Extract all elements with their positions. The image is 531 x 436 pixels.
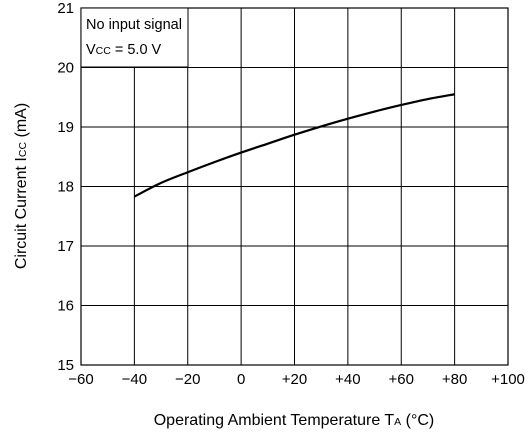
y-tick-label-4: 19 — [57, 119, 74, 136]
x-tick-label-2: −20 — [175, 371, 200, 388]
x-tick-label-7: +80 — [442, 371, 467, 388]
x-axis-label: Operating Ambient Temperature TA (°C) — [154, 412, 435, 429]
condition-annotation: No input signal VCC = 5.0 V — [80, 7, 189, 68]
x-tick-label-6: +60 — [389, 371, 414, 388]
y-tick-label-6: 21 — [57, 0, 74, 17]
y-tick-label-5: 20 — [57, 60, 74, 77]
x-tick-label-1: −40 — [122, 371, 147, 388]
y-tick-labels: 15 16 17 18 19 20 21 — [57, 0, 74, 374]
x-tick-label-3: 0 — [237, 371, 245, 388]
x-tick-label-0: −60 — [68, 371, 93, 388]
y-tick-label-3: 18 — [57, 179, 74, 196]
annotation-box — [80, 7, 189, 68]
y-tick-label-1: 16 — [57, 298, 74, 315]
y-axis-label: Circuit Current ICC (mA) — [13, 103, 30, 269]
x-tick-label-5: +40 — [335, 371, 360, 388]
annotation-line-2: VCC = 5.0 V — [86, 42, 162, 58]
x-tick-labels: −60 −40 −20 0 +20 +40 +60 +80 +100 — [68, 371, 525, 388]
x-tick-label-8: +100 — [491, 371, 525, 388]
y-tick-label-2: 17 — [57, 238, 74, 255]
plot-area-frame — [80, 7, 509, 366]
x-tick-label-4: +20 — [282, 371, 307, 388]
annotation-line-1: No input signal — [86, 17, 182, 33]
series-line-icc — [133, 93, 455, 198]
y-tick-label-0: 15 — [57, 357, 74, 374]
